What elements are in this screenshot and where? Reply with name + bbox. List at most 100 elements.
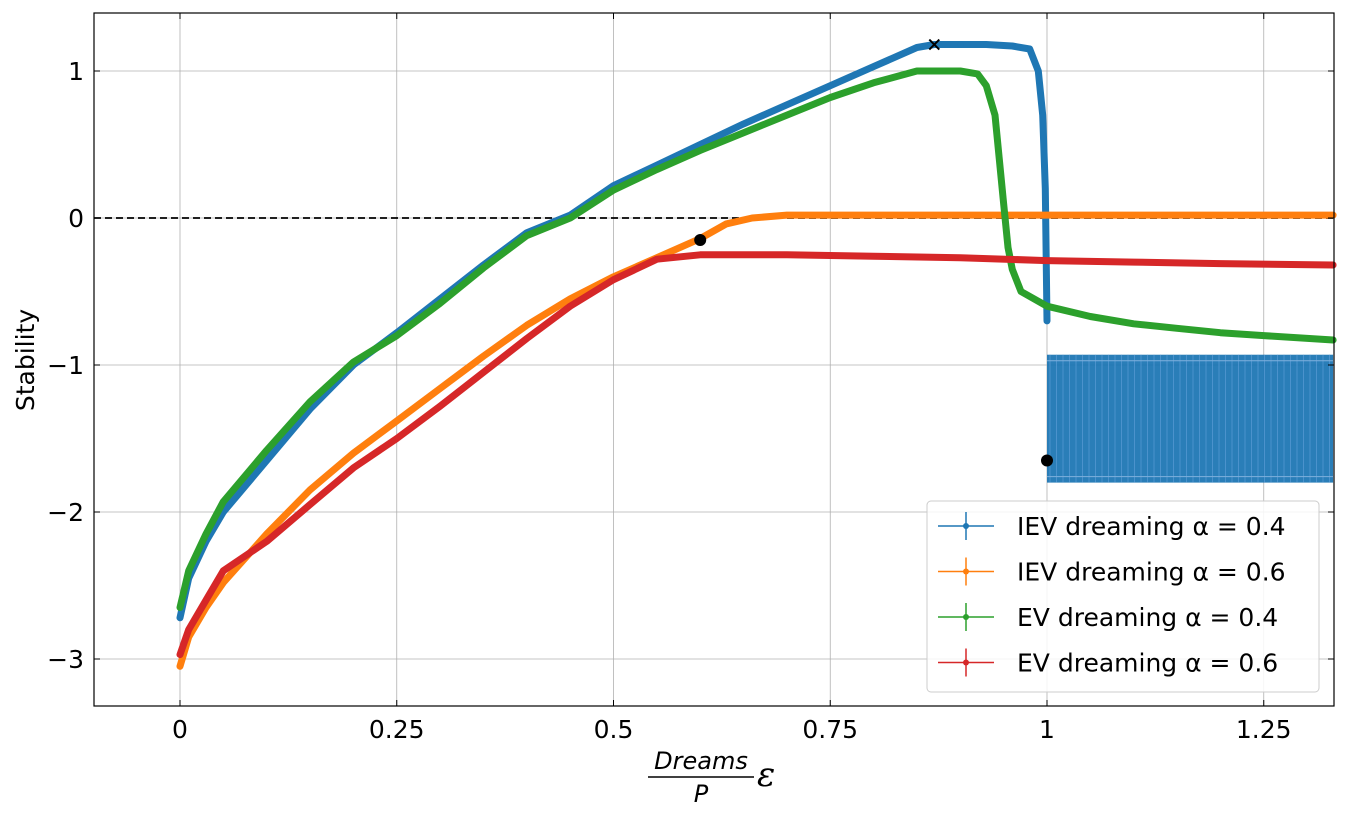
marker-cross: [928, 38, 940, 51]
legend-label: IEV dreaming α = 0.4: [1017, 512, 1286, 541]
series-point: [827, 94, 834, 101]
x-axis-title-epsilon: ε: [757, 755, 775, 795]
x-axis-title: Dreams P ε: [648, 747, 775, 808]
series-point: [177, 663, 183, 670]
series-point: [220, 579, 227, 586]
series-2: [176, 67, 1337, 611]
series-point: [1217, 260, 1224, 267]
legend-entry: IEV dreaming α = 0.6: [938, 557, 1286, 587]
series-point: [177, 651, 183, 658]
series-point: [783, 251, 790, 258]
x-tick-label: 1.25: [1236, 715, 1292, 744]
series-point: [697, 147, 704, 154]
series-point: [350, 359, 357, 366]
series-point: [307, 486, 314, 493]
series-point: [263, 447, 270, 454]
y-tick-label: 1: [68, 57, 84, 86]
series-point: [263, 457, 270, 464]
series-point: [1042, 185, 1049, 192]
series-point: [307, 398, 314, 405]
series-point: [203, 597, 210, 604]
legend-swatch-dot: [963, 523, 969, 529]
series-point: [523, 232, 530, 239]
x-axis-title-denominator: P: [694, 780, 709, 808]
legend-label: EV dreaming α = 0.6: [1017, 649, 1278, 678]
series-point: [1026, 45, 1033, 52]
series-point: [480, 264, 487, 271]
series-point: [523, 335, 530, 342]
series-point: [697, 141, 704, 148]
series-point: [1330, 337, 1337, 344]
series-point: [393, 332, 400, 339]
marker-layer: [694, 38, 1053, 467]
legend-label-prefix: IEV dreaming: [1017, 512, 1192, 541]
series-point: [220, 567, 227, 574]
series-point: [1044, 317, 1050, 324]
series-point: [1044, 257, 1050, 264]
marker-dot: [694, 234, 707, 247]
series-point: [957, 212, 964, 219]
series-0: [176, 41, 1334, 622]
series-point: [177, 604, 183, 611]
series-line: [176, 67, 1337, 611]
series-point: [1039, 112, 1046, 119]
series-point: [723, 220, 730, 227]
series-point: [1330, 212, 1337, 219]
series-point: [185, 567, 192, 574]
series-noise-band: [1047, 354, 1334, 483]
series-point: [740, 129, 747, 136]
series-point: [177, 614, 183, 621]
series-point: [697, 251, 704, 258]
legend-label-prefix: EV dreaming: [1017, 649, 1185, 678]
series-point: [1217, 329, 1224, 336]
series-point: [957, 41, 964, 48]
series-point: [1004, 244, 1011, 251]
series-point: [996, 156, 1003, 163]
series-point: [1217, 212, 1224, 219]
x-tick-label: 0.75: [802, 715, 858, 744]
legend-label-math: α = 0.4: [1192, 512, 1285, 541]
legend-label: IEV dreaming α = 0.6: [1017, 558, 1286, 587]
series-point: [437, 300, 444, 307]
legend-label-math: α = 0.6: [1185, 649, 1278, 678]
series-point: [1330, 262, 1337, 269]
legend-swatch-dot: [963, 568, 969, 575]
series-point: [220, 498, 227, 505]
legend-swatch-dot: [963, 614, 969, 620]
series-point: [870, 253, 877, 260]
legend-label-math: α = 0.6: [1192, 558, 1285, 587]
series-point: [185, 626, 192, 633]
legend-label-prefix: EV dreaming: [1017, 603, 1185, 632]
legend-label-prefix: IEV dreaming: [1017, 558, 1192, 587]
series-line: [176, 251, 1337, 659]
series-point: [983, 41, 990, 48]
x-tick-label: 1: [1039, 715, 1055, 744]
series-point: [783, 212, 790, 219]
series-point: [870, 79, 877, 86]
series-point: [913, 68, 920, 74]
series-point: [393, 417, 400, 424]
legend-label: EV dreaming α = 0.4: [1017, 603, 1278, 632]
series-point: [1044, 212, 1050, 219]
series-3: [176, 251, 1337, 659]
legend-entry: IEV dreaming α = 0.4: [938, 512, 1286, 541]
series-point: [437, 403, 444, 410]
series-point: [393, 435, 400, 442]
series-point: [827, 82, 834, 89]
series-point: [567, 215, 574, 221]
series-point: [1130, 259, 1137, 266]
x-tick-label: 0.5: [594, 715, 634, 744]
series-point: [974, 70, 981, 77]
series-point: [567, 295, 574, 302]
series-point: [1044, 303, 1050, 310]
y-tick-label: −1: [47, 351, 84, 380]
series-point: [1009, 266, 1016, 273]
series-point: [1035, 68, 1042, 74]
series-layer: [176, 41, 1337, 670]
plot-frame: [93, 12, 1335, 707]
series-point: [1009, 43, 1016, 50]
series-point: [957, 68, 964, 74]
series-point: [523, 322, 530, 329]
series-point: [1130, 212, 1137, 219]
series-point: [653, 256, 660, 263]
